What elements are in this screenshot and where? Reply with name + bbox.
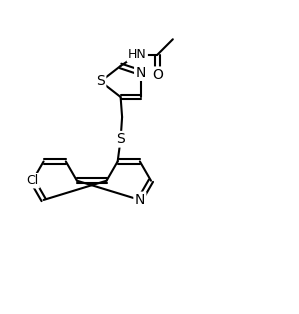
Text: S: S [96,74,105,89]
Text: Cl: Cl [26,174,39,187]
Text: HN: HN [128,48,147,61]
Text: N: N [135,66,146,79]
Text: N: N [135,193,145,207]
Text: O: O [152,68,163,82]
Text: S: S [116,132,125,146]
